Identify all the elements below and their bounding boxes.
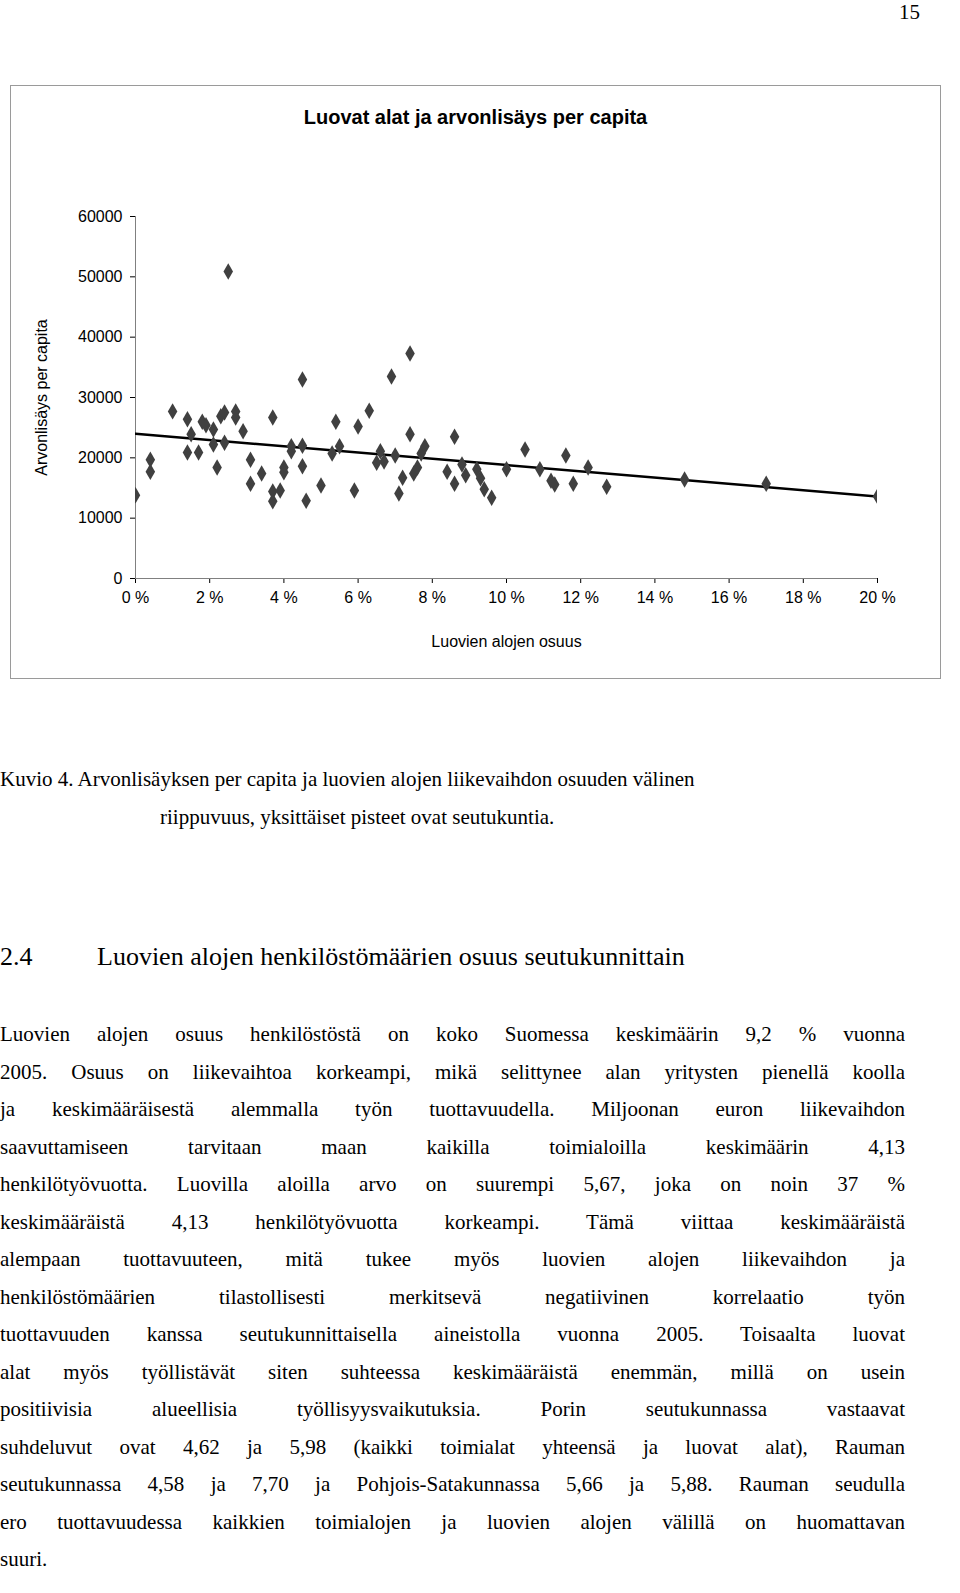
- html-text:riippuvuus, yksittäiset pistee: riippuvuus, yksittäiset pisteet ovat seu…: [160, 805, 555, 829]
- svg-text:14 %: 14 %: [637, 589, 673, 606]
- svg-text:16 %: 16 %: [711, 589, 747, 606]
- svg-text:50000: 50000: [78, 268, 123, 285]
- html-text:saavuttamiseen tarvitaan maan: saavuttamiseen tarvitaan maan kaikilla t…: [0, 1134, 905, 1159]
- html-text:seutukunnassa 4,58 ja 7,70 ja: seutukunnassa 4,58 ja 7,70 ja Pohjois-Sa…: [0, 1472, 905, 1496]
- svg-text:4 %: 4 %: [270, 589, 298, 606]
- svg-text:0: 0: [114, 570, 123, 587]
- svg-text:20000: 20000: [78, 449, 123, 466]
- svg-text:10 %: 10 %: [488, 589, 524, 606]
- html-text:suuri.: suuri.: [0, 1547, 48, 1571]
- svg-text:8 %: 8 %: [419, 589, 447, 606]
- svg-text:30000: 30000: [78, 389, 123, 406]
- html-text:Kuvio 4. Arvonlisäyksen per ca: Kuvio 4. Arvonlisäyksen per capita ja lu…: [0, 767, 695, 791]
- svg-text:2 %: 2 %: [196, 589, 224, 606]
- svg-text:40000: 40000: [78, 328, 123, 345]
- html-text:positiivisia alueellisia työll: positiivisia alueellisia työllisyysvaiku…: [0, 1397, 905, 1421]
- html-text:Luovien alojen osuus henkilöst: Luovien alojen osuus henkilöstöstä on ko…: [0, 1022, 905, 1046]
- html-text:alat myös työllistävät siten s: alat myös työllistävät siten suhteessa k…: [0, 1359, 905, 1384]
- svg-text:12 %: 12 %: [562, 589, 598, 606]
- html-text:tuottavuuden kanssa seutukunni: tuottavuuden kanssa seutukunnittaisella …: [0, 1322, 905, 1346]
- html-text:alempaan tuottavuuteen, mitä t: alempaan tuottavuuteen, mitä tukee myös …: [0, 1247, 905, 1271]
- svg-text:0 %: 0 %: [122, 589, 150, 606]
- html-text:suhdeluvut ovat 4,62 ja 5,98 (: suhdeluvut ovat 4,62 ja 5,98 (kaikki toi…: [0, 1434, 905, 1459]
- svg-text:60000: 60000: [78, 208, 123, 225]
- html-text:henkilöstömäärien tilastollise: henkilöstömäärien tilastollisesti merkit…: [0, 1284, 905, 1309]
- html-text:15: 15: [899, 0, 920, 24]
- svg-text:18 %: 18 %: [785, 589, 821, 606]
- svg-text:6 %: 6 %: [344, 589, 372, 606]
- html-text:ero tuottavuudessa kaikkien to: ero tuottavuudessa kaikkien toimialojen …: [0, 1509, 905, 1534]
- svg-text:Luovien alojen osuus: Luovien alojen osuus: [431, 633, 581, 650]
- svg-text:20 %: 20 %: [859, 589, 895, 606]
- html-text:2.4: 2.4: [0, 942, 33, 971]
- svg-text:10000: 10000: [78, 509, 123, 526]
- svg-text:Arvonlisäys per capita: Arvonlisäys per capita: [33, 319, 50, 476]
- html-text:henkilötyövuotta. Luovilla alo: henkilötyövuotta. Luovilla aloilla arvo …: [0, 1172, 905, 1196]
- html-text:ja keskimääräisestä alemmalla: ja keskimääräisestä alemmalla työn tuott…: [0, 1097, 905, 1121]
- html-text:2005. Osuus on liikevaihtoa ko: 2005. Osuus on liikevaihtoa korkeampi, m…: [0, 1059, 905, 1084]
- html-text:Luovat alat ja arvonlisäys per: Luovat alat ja arvonlisäys per capita: [303, 106, 648, 128]
- html-text:keskimääräistä 4,13 henkilötyö: keskimääräistä 4,13 henkilötyövuotta kor…: [0, 1209, 905, 1234]
- html-text:Luovien alojen henkilöstömääri: Luovien alojen henkilöstömäärien osuus s…: [97, 942, 685, 971]
